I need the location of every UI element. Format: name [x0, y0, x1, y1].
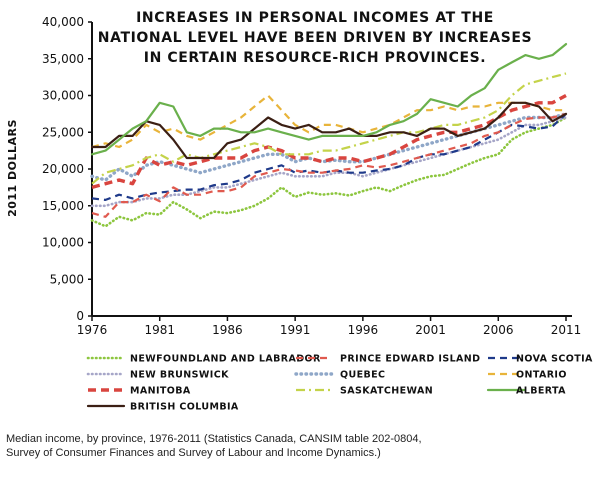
series-line-nova-scotia	[91, 113, 567, 201]
axes	[88, 21, 572, 321]
legend-label: SASKATCHEWAN	[340, 386, 433, 397]
y-tick-label: 35,000	[42, 52, 84, 66]
legend-label: NOVA SCOTIA	[516, 354, 593, 365]
tick-labels: 0 5,000 10,000 15,000 20,000 25,000 30,000 35,0…	[42, 15, 581, 337]
series-line-british-columbia	[90, 101, 568, 160]
title-line-3: IN CERTAIN RESOURCE-RICH PROVINCES.	[144, 50, 486, 66]
legend-label: NEWFOUNDLAND AND LABRADOR	[130, 354, 321, 365]
legend-label: PRINCE EDWARD ISLAND	[340, 354, 480, 365]
y-tick-label: 40,000	[42, 15, 84, 29]
title-line-2: NATIONAL LEVEL HAVE BEEN DRIVEN BY INCRE…	[98, 30, 532, 46]
legend-label: ALBERTA	[516, 386, 566, 397]
y-tick-label: 10,000	[42, 236, 84, 250]
y-tick-label: 20,000	[42, 162, 84, 176]
x-tick-label: 1976	[77, 323, 108, 337]
legend-label: ONTARIO	[516, 370, 567, 381]
y-tick-label: 5,000	[50, 272, 84, 286]
y-tick-label: 15,000	[42, 199, 84, 213]
series-line-newfoundland-and-labrador	[90, 116, 568, 228]
title-line-1: INCREASES IN PERSONAL INCOMES AT THE	[136, 10, 494, 26]
legend: NEWFOUNDLAND AND LABRADOR PRINCE EDWARD I…	[86, 354, 593, 413]
series-line-new-brunswick	[90, 116, 568, 208]
x-tick-label: 1991	[280, 323, 311, 337]
legend-label: MANITOBA	[130, 386, 191, 397]
series-line-prince-edward-island	[91, 112, 567, 218]
line-chart: INCREASES IN PERSONAL INCOMES AT THE NAT…	[6, 10, 593, 413]
x-tick-label: 1986	[212, 323, 243, 337]
x-tick-label: 2006	[483, 323, 514, 337]
y-tick-label: 0	[76, 309, 84, 323]
y-tick-label: 25,000	[42, 125, 84, 139]
x-tick-label: 1996	[348, 323, 379, 337]
x-tick-label: 2001	[415, 323, 446, 337]
x-tick-label: 2011	[551, 323, 582, 337]
legend-label: QUEBEC	[340, 370, 385, 381]
y-axis-label: 2011 DOLLARS	[6, 119, 19, 217]
series-line-manitoba	[91, 94, 567, 190]
y-tick-label: 30,000	[42, 89, 84, 103]
series-lines	[90, 43, 568, 228]
figure-caption: Median income, by province, 1976-2011 (S…	[6, 433, 422, 459]
series-line-saskatchewan	[91, 72, 567, 185]
legend-label: NEW BRUNSWICK	[130, 370, 229, 381]
series-line-alberta	[90, 43, 568, 156]
chart-title: INCREASES IN PERSONAL INCOMES AT THE NAT…	[98, 10, 532, 66]
series-line-ontario	[91, 94, 566, 149]
legend-label: BRITISH COLUMBIA	[130, 402, 239, 413]
x-tick-label: 1981	[144, 323, 175, 337]
